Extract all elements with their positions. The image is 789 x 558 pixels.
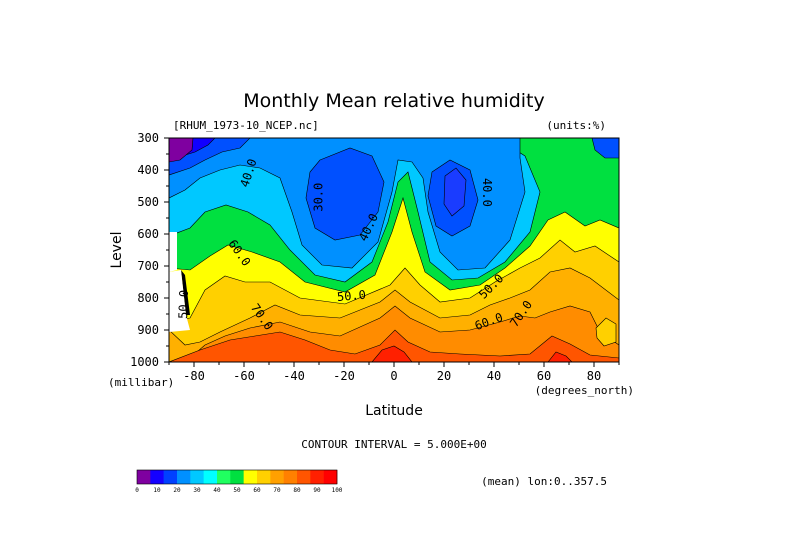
- x-tick-label: -80: [183, 369, 205, 383]
- y-tick-label: 600: [137, 227, 159, 241]
- x-tick-label: -60: [233, 369, 255, 383]
- colorbar-tick-label: 100: [332, 487, 343, 494]
- x-axis: -80 -60 -40 -20 0 20 40 60 80: [168, 362, 620, 383]
- colorbar-swatch: [150, 470, 164, 484]
- contour-label: 50.0: [336, 288, 366, 304]
- x-tick-label: -40: [283, 369, 305, 383]
- y-units-label: (millibar): [108, 376, 174, 389]
- colorbar-swatch: [310, 470, 324, 484]
- colorbar-tick-label: 10: [153, 487, 161, 494]
- chart-title: Monthly Mean relative humidity: [243, 90, 545, 112]
- fill-missing-data-south-low: [181, 270, 190, 315]
- colorbar-swatch: [270, 470, 284, 484]
- y-tick-label: 400: [137, 163, 159, 177]
- colorbar-swatch: [257, 470, 271, 484]
- colorbar: 0 10 20 30 40 50 60 70 80 90 100: [135, 469, 343, 494]
- colorbar-swatch: [190, 470, 204, 484]
- file-label: [RHUM_1973-10_NCEP.nc]: [173, 119, 319, 132]
- x-tick-label: 20: [437, 369, 451, 383]
- y-tick-label: 700: [137, 259, 159, 273]
- colorbar-tick-label: 20: [173, 487, 181, 494]
- contour-label: 30.0: [312, 183, 326, 212]
- x-tick-label: -20: [333, 369, 355, 383]
- fill-south-dry-core-outer: [305, 147, 385, 241]
- contour-label: 40.0: [480, 178, 494, 207]
- contour-interval-label: CONTOUR INTERVAL = 5.000E+00: [301, 438, 486, 451]
- colorbar-swatch: [203, 470, 218, 484]
- colorbar-swatch: [230, 470, 244, 484]
- colorbar-swatch: [243, 470, 258, 484]
- colorbar-tick-label: 50: [233, 487, 241, 494]
- y-tick-label: 300: [137, 131, 159, 145]
- x-units-label: (degrees_north): [535, 384, 634, 397]
- contour-label: 50.0: [176, 290, 191, 319]
- colorbar-tick-label: 70: [273, 487, 281, 494]
- colorbar-swatch: [323, 470, 338, 484]
- y-axis-label: Level: [109, 232, 125, 269]
- colorbar-tick-label: 0: [135, 487, 139, 494]
- colorbar-tick-label: 80: [293, 487, 301, 494]
- colorbar-swatch: [283, 470, 298, 484]
- colorbar-tick-label: 60: [253, 487, 261, 494]
- x-tick-label: 60: [537, 369, 551, 383]
- units-label: (units:%): [546, 119, 606, 132]
- colorbar-swatch: [297, 470, 311, 484]
- footer-label: (mean) lon:0..357.5: [481, 475, 607, 488]
- fill-level-5: [169, 138, 194, 163]
- y-axis: 300 400 500 600 700 800 900 1000: [130, 131, 169, 369]
- x-tick-label: 40: [487, 369, 501, 383]
- fill-missing-data-south: [169, 232, 177, 272]
- fill-arctic-top-right: [591, 138, 619, 159]
- fill-surface-core-peak: [371, 345, 573, 362]
- y-tick-label: 1000: [130, 355, 159, 369]
- colorbar-swatch: [163, 470, 178, 484]
- y-tick-label: 800: [137, 291, 159, 305]
- colorbar-frame: [136, 469, 338, 485]
- colorbar-tick-label: 90: [313, 487, 321, 494]
- x-axis-label: Latitude: [365, 403, 423, 419]
- fill-antarctic-ice: [169, 270, 190, 332]
- colorbar-tick-label: 40: [213, 487, 221, 494]
- colorbar-swatch: [217, 470, 231, 484]
- colorbar-tick-label: 30: [193, 487, 201, 494]
- y-tick-label: 500: [137, 195, 159, 209]
- y-tick-label: 900: [137, 323, 159, 337]
- x-tick-label: 0: [390, 369, 397, 383]
- contour-plot-area: [169, 138, 619, 362]
- colorbar-swatch: [137, 470, 151, 484]
- fill-north-dry-core-inner: [443, 167, 467, 217]
- fill-arctic-pocket: [595, 317, 617, 347]
- x-tick-label: 80: [587, 369, 601, 383]
- colorbar-swatch: [177, 470, 191, 484]
